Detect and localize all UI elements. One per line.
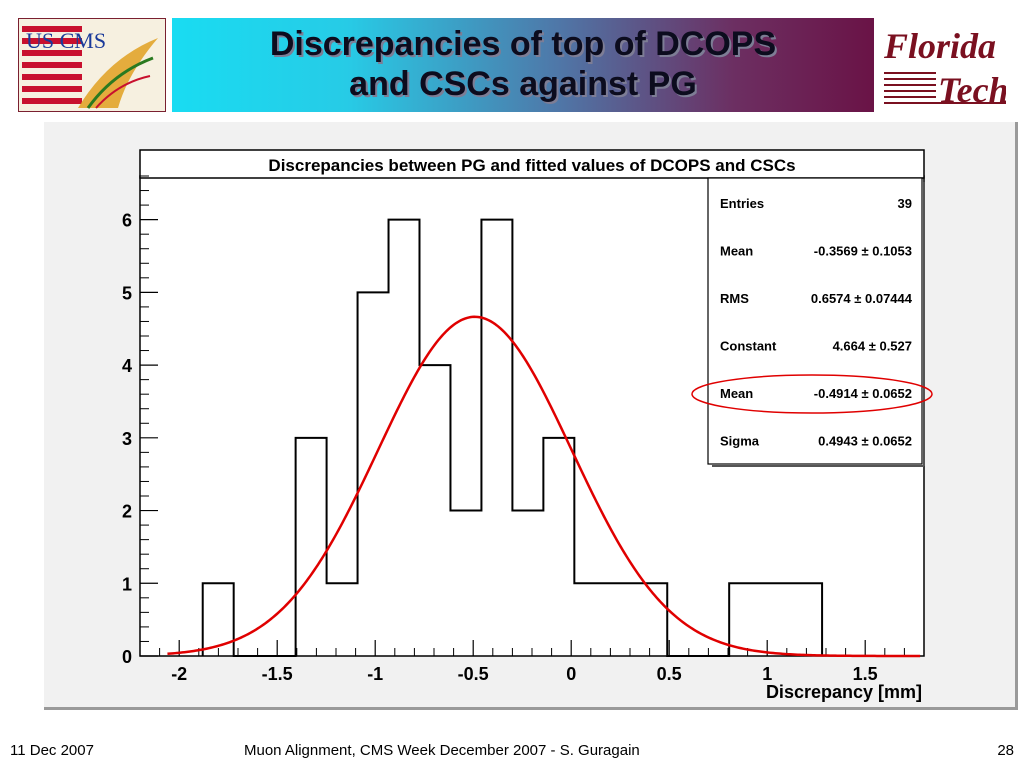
stats-value: 39: [898, 196, 912, 211]
y-tick-label: 1: [122, 574, 132, 594]
footer-page-number: 28: [997, 742, 1014, 759]
cms-swoosh: [78, 38, 158, 108]
stats-label: RMS: [720, 291, 749, 306]
x-axis: -2 -1.5 -1 -0.5 0 0.5 1 1.5: [139, 640, 925, 684]
stats-label: Entries: [720, 196, 764, 211]
stats-value: -0.3569 ± 0.1053: [814, 244, 912, 259]
y-tick-label: 0: [122, 647, 132, 667]
logo-lines: [884, 72, 1006, 104]
footer-presentation-info: Muon Alignment, CMS Week December 2007 -…: [244, 742, 640, 759]
stats-box: Entries 39 Mean -0.3569 ± 0.1053 RMS 0.6574 ±…: [707, 177, 925, 467]
flag-stripes: [22, 26, 82, 104]
x-tick-label: -0.5: [458, 664, 489, 684]
plot-panel: Discrepancies between PG and fitted valu…: [44, 122, 1018, 710]
footer-date: 11 Dec 2007: [10, 742, 94, 759]
stats-value: 0.6574 ± 0.07444: [811, 291, 913, 306]
florida-tech-logo-line2: Tech: [938, 70, 1006, 110]
florida-tech-logo: Florida Tech: [880, 18, 1006, 112]
histogram-outline: [201, 218, 824, 657]
chart-title: Discrepancies between PG and fitted valu…: [268, 156, 795, 175]
y-tick-label: 4: [122, 356, 132, 376]
gaussian-fit-curve: [167, 315, 921, 658]
slide-title-line2: and CSCs against PG: [349, 65, 697, 103]
title-banner: [172, 18, 874, 112]
x-tick-label: 0.5: [657, 664, 682, 684]
x-tick-label: -1: [367, 664, 383, 684]
florida-tech-logo-line1: Florida: [883, 26, 996, 66]
uscms-logo-text: US CMS: [26, 28, 106, 53]
y-tick-label: 2: [122, 502, 132, 522]
uscms-logo: US CMS: [18, 18, 166, 112]
stats-value: 4.664 ± 0.527: [833, 339, 912, 354]
x-tick-label: 0: [566, 664, 576, 684]
stats-label: Mean: [720, 244, 753, 259]
histogram-chart: Discrepancies between PG and fitted valu…: [122, 149, 933, 702]
y-tick-label: 5: [122, 283, 132, 303]
x-tick-label: -1.5: [262, 664, 293, 684]
slide-title-line1: Discrepancies of top of DCOPS: [269, 25, 777, 63]
highlight-ellipse: [691, 374, 933, 414]
y-axis: 0 1 2 3 4 5 6: [122, 175, 158, 667]
stats-value: 0.4943 ± 0.0652: [818, 434, 912, 449]
y-tick-label: 6: [122, 211, 132, 231]
chart-title-box: [139, 149, 925, 179]
stats-label: Mean: [720, 386, 753, 401]
stats-label: Sigma: [720, 434, 760, 449]
y-tick-label: 3: [122, 429, 132, 449]
stats-label: Constant: [720, 339, 777, 354]
x-tick-label: 1: [762, 664, 772, 684]
x-axis-label: Discrepancy [mm]: [766, 682, 922, 702]
x-tick-label: 1.5: [853, 664, 878, 684]
slide-title: Discrepancies of top of DCOPS and CSCs a…: [172, 18, 874, 112]
x-tick-label: -2: [171, 664, 187, 684]
stats-value: -0.4914 ± 0.0652: [814, 386, 912, 401]
stats-box-frame: [707, 177, 923, 465]
